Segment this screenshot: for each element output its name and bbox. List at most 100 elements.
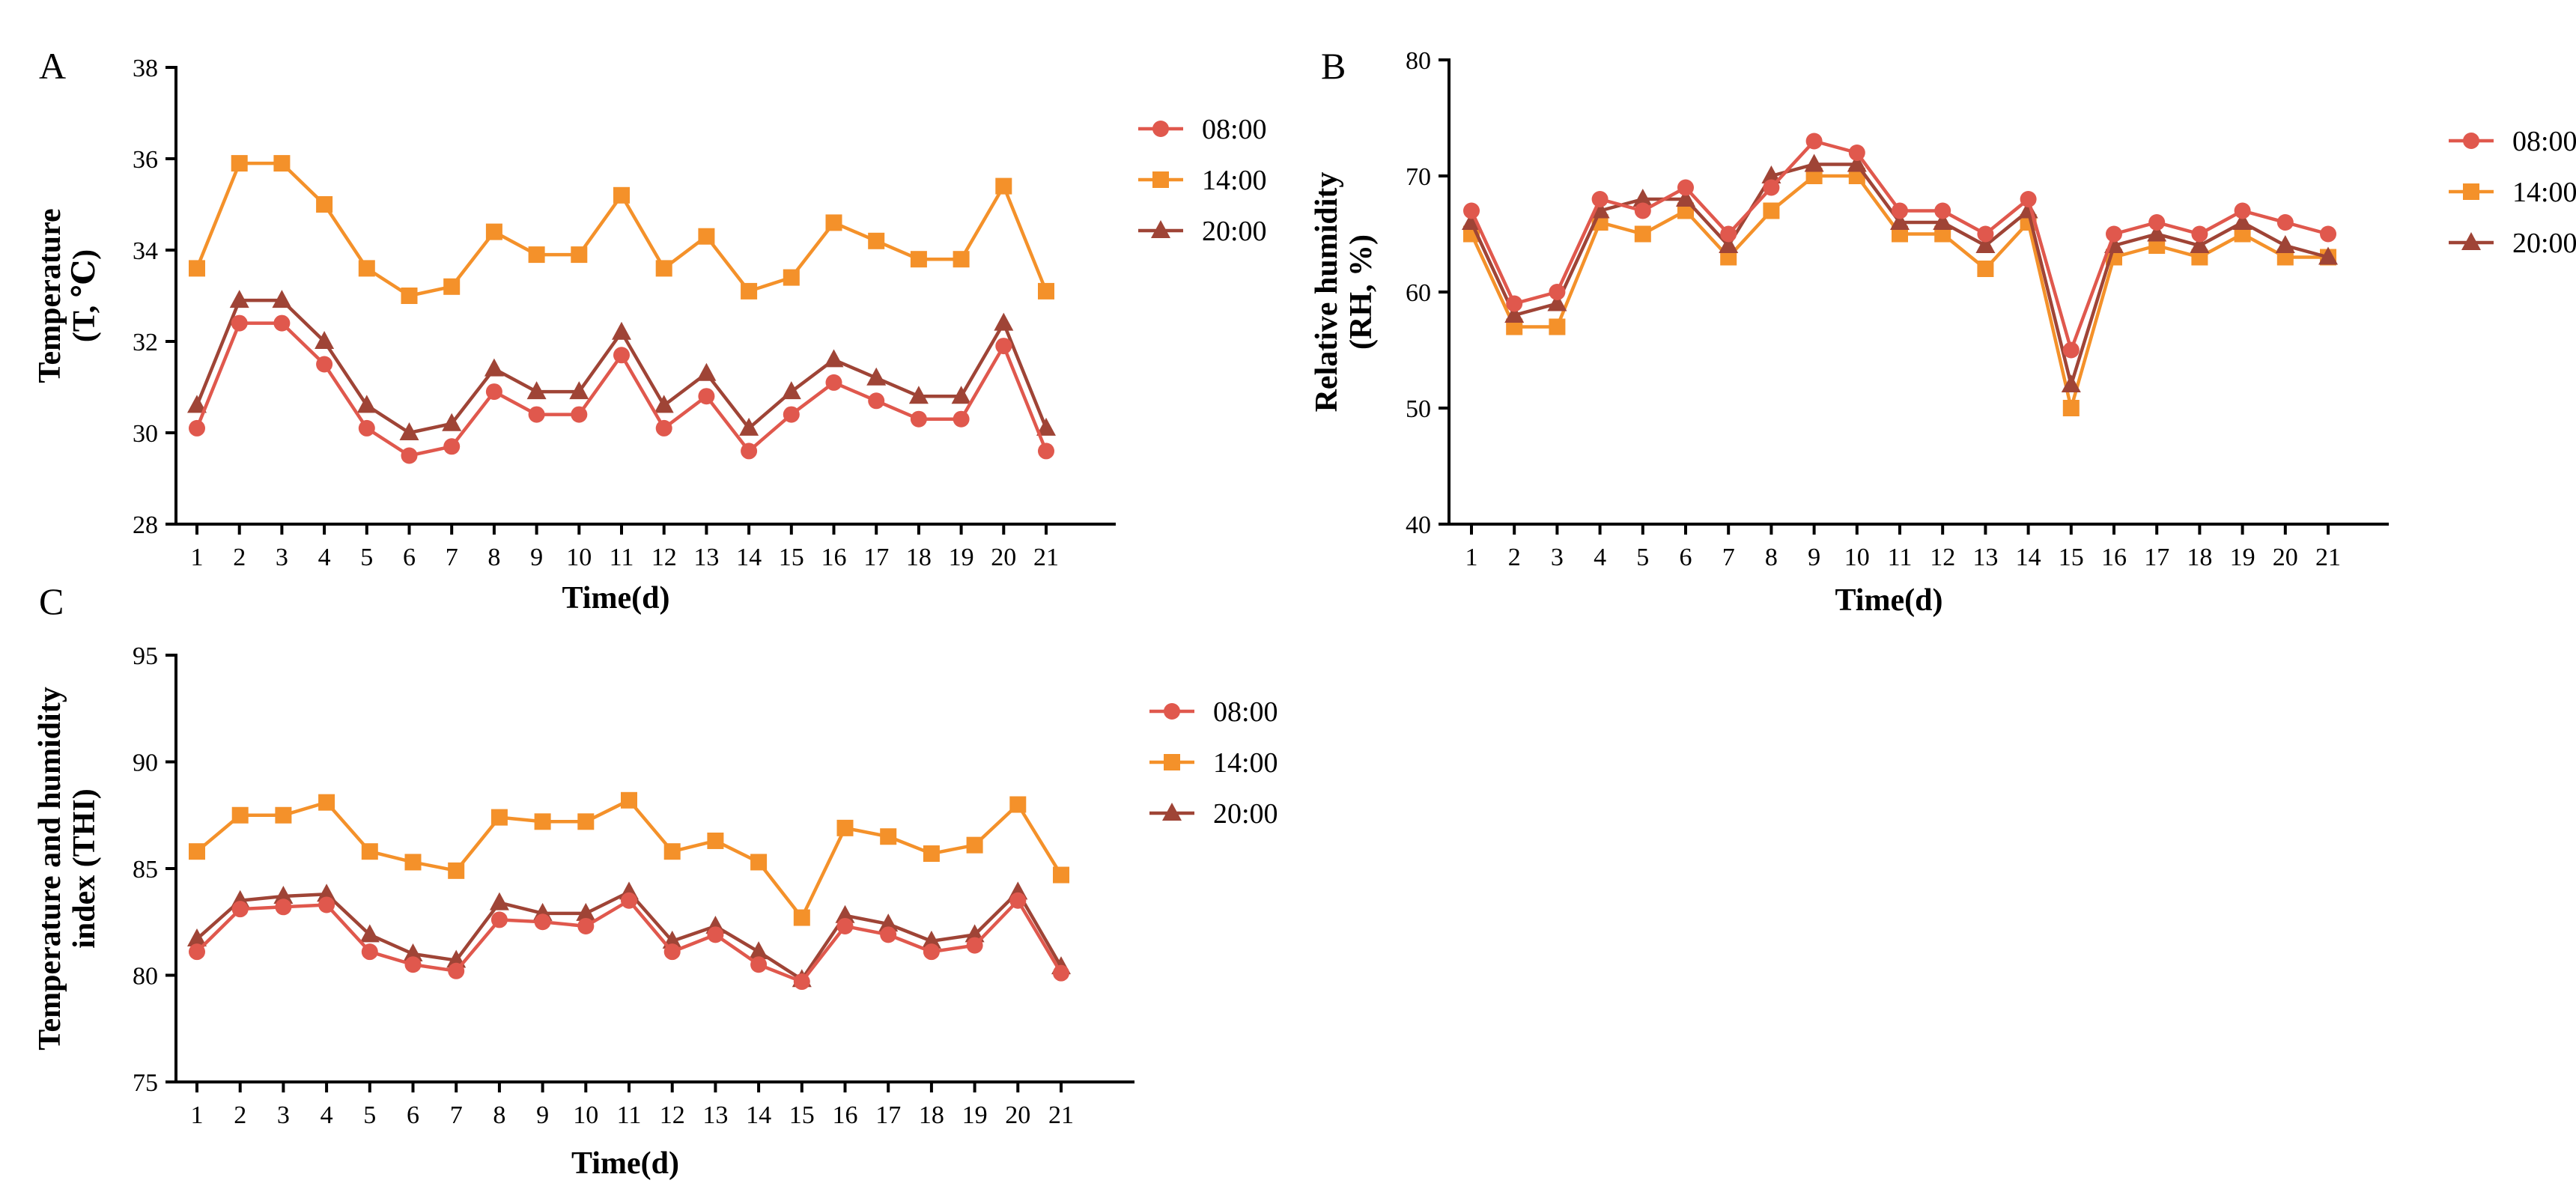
panel-c-point-1400-d11	[621, 791, 637, 809]
panel-c-point-1400-d3	[275, 806, 292, 824]
panel-c-point-2000-d17	[878, 913, 899, 932]
panel-b-y-tick-label: 80	[1406, 47, 1431, 75]
panel-c-point-2000-d14	[749, 941, 769, 960]
panel-b-point-0800-d16	[2106, 225, 2122, 243]
panel-c-x-axis-title: Time(d)	[571, 1146, 679, 1181]
panel-a-point-1400-d10	[571, 246, 588, 264]
panel-c-point-0800-d21	[1053, 964, 1069, 982]
panel-c-legend-label: 08:00	[1213, 696, 1278, 728]
panel-a-point-2000-d5	[356, 395, 377, 413]
panel-a-series-0800	[189, 314, 1054, 464]
panel-a-x-tick-label: 16	[821, 544, 847, 571]
panel-c-point-0800-d16	[836, 917, 854, 934]
panel-a-point-1400-d5	[358, 260, 375, 277]
panel-b-point-0800-d1	[1463, 202, 1480, 219]
panel-b-legend-item-1400: 14:00	[2449, 177, 2576, 208]
panel-b-point-0800-d14	[2020, 191, 2037, 207]
panel-c-point-1400-d19	[966, 836, 983, 854]
panel-c-point-0800-d20	[1009, 892, 1027, 909]
panel-b-x-tick-label: 7	[1722, 544, 1735, 571]
panel-c-point-0800-d9	[534, 913, 551, 931]
panel-a-point-2000-d16	[824, 349, 844, 368]
panel-b-x-tick-label: 8	[1765, 544, 1778, 571]
panel-a-x-tick-label: 6	[403, 544, 416, 571]
panel-c-point-1400-d6	[404, 854, 422, 871]
panel-c-point-2000-d18	[921, 930, 941, 949]
panel-c-x-tick-label: 1	[191, 1101, 204, 1129]
panel-a-y-tick-label: 34	[133, 237, 158, 265]
panel-b-point-0800-d19	[2234, 202, 2251, 219]
panel-a-x-tick-label: 15	[779, 544, 804, 571]
panel-c-point-1400-d18	[923, 845, 940, 863]
panel-b-x-tick-label: 6	[1680, 544, 1692, 571]
panel-b-series-0800	[1463, 133, 2336, 359]
panel-b-series-2000	[1462, 153, 2338, 392]
panel-b-point-2000-d15	[2061, 374, 2081, 392]
panel-c-point-2000-d5	[359, 924, 380, 943]
panel-a-point-1400-d17	[868, 232, 885, 249]
panel-a-point-1400-d7	[443, 278, 461, 295]
panel-a-point-1400-d16	[825, 214, 842, 231]
panel-a-point-1400-d2	[231, 155, 248, 172]
panel-c-x-tick-label: 6	[407, 1101, 419, 1129]
panel-c-letter: C	[39, 580, 64, 622]
panel-b-point-2000-d11	[1890, 212, 1910, 230]
panel-b-point-0800-d6	[1677, 179, 1694, 196]
panel-c-point-0800-d14	[750, 956, 768, 973]
panel-b-y-tick-label: 60	[1406, 279, 1431, 307]
panel-c-point-1400-d7	[448, 862, 465, 879]
panel-a-legend-label: 08:00	[1202, 114, 1267, 145]
panel-b-point-0800-d15	[2062, 341, 2080, 359]
panel-a-point-2000-d21	[1036, 417, 1056, 436]
panel-c-point-1400-d14	[750, 854, 768, 871]
panel-b-point-2000-d8	[1761, 165, 1781, 183]
panel-c-point-0800-d12	[663, 943, 681, 961]
panel-b-x-tick-label: 5	[1636, 544, 1649, 571]
panel-a-series-2000	[187, 290, 1056, 440]
panel-b-legend-marker	[2463, 133, 2479, 149]
panel-c-x-tick-label: 10	[573, 1101, 598, 1129]
panel-b-x-tick-label: 16	[2101, 544, 2127, 571]
panel-b-legend-marker	[2461, 232, 2481, 250]
panel-a-point-1400-d9	[528, 246, 545, 264]
panel-a-legend-marker	[1152, 121, 1169, 137]
panel-a-x-tick-label: 21	[1033, 544, 1059, 571]
panel-a-x-tick-label: 5	[360, 544, 373, 571]
panel-b-x-axis-title: Time(d)	[1835, 583, 1943, 618]
panel-a-point-2000-d17	[866, 367, 887, 386]
panel-c-x-tick-label: 17	[875, 1101, 901, 1129]
panel-c-point-1400-d15	[793, 909, 810, 926]
panel-a-point-0800-d6	[401, 447, 418, 464]
panel-b-point-0800-d5	[1634, 202, 1651, 219]
panel-b-point-2000-d4	[1590, 200, 1610, 219]
panel-c-point-1400-d8	[490, 809, 508, 826]
panel-c-legend-marker	[1162, 803, 1182, 821]
panel-c-y-tick-label: 90	[133, 750, 158, 777]
panel-a-point-2000-d7	[442, 413, 462, 431]
panel-a-x-tick-label: 19	[949, 544, 974, 571]
panel-b-legend-item-0800: 08:00	[2449, 126, 2576, 157]
panel-a-point-1400-d19	[953, 251, 970, 268]
panel-b-point-0800-d18	[2191, 225, 2208, 243]
panel-c-point-0800-d13	[707, 926, 724, 943]
panel-b-x-tick-label: 18	[2187, 544, 2212, 571]
panel-b-point-0800-d2	[1506, 295, 1523, 312]
panel-c-point-1400-d9	[534, 813, 551, 830]
panel-b-x-tick-label: 10	[1844, 544, 1870, 571]
panel-a-x-tick-label: 1	[191, 544, 204, 571]
panel-c-legend-item-0800: 08:00	[1149, 696, 1278, 728]
panel-b-y-tick-label: 50	[1406, 395, 1431, 423]
panel-c-point-1400-d20	[1009, 796, 1027, 813]
panel-c-x-tick-label: 7	[450, 1101, 463, 1129]
panel-a-point-0800-d9	[528, 406, 545, 423]
panel-c-point-0800-d15	[793, 973, 810, 991]
panel-a-y-tick-label: 36	[133, 146, 158, 174]
panel-a-point-0800-d13	[698, 388, 715, 405]
panel-b-x-tick-label: 19	[2230, 544, 2255, 571]
panel-a-legend-item-1400: 14:00	[1138, 165, 1267, 196]
panel-c-point-2000-d3	[273, 886, 294, 904]
panel-b-point-0800-d10	[1848, 145, 1865, 161]
panel-b-legend-label: 20:00	[2512, 228, 2576, 259]
